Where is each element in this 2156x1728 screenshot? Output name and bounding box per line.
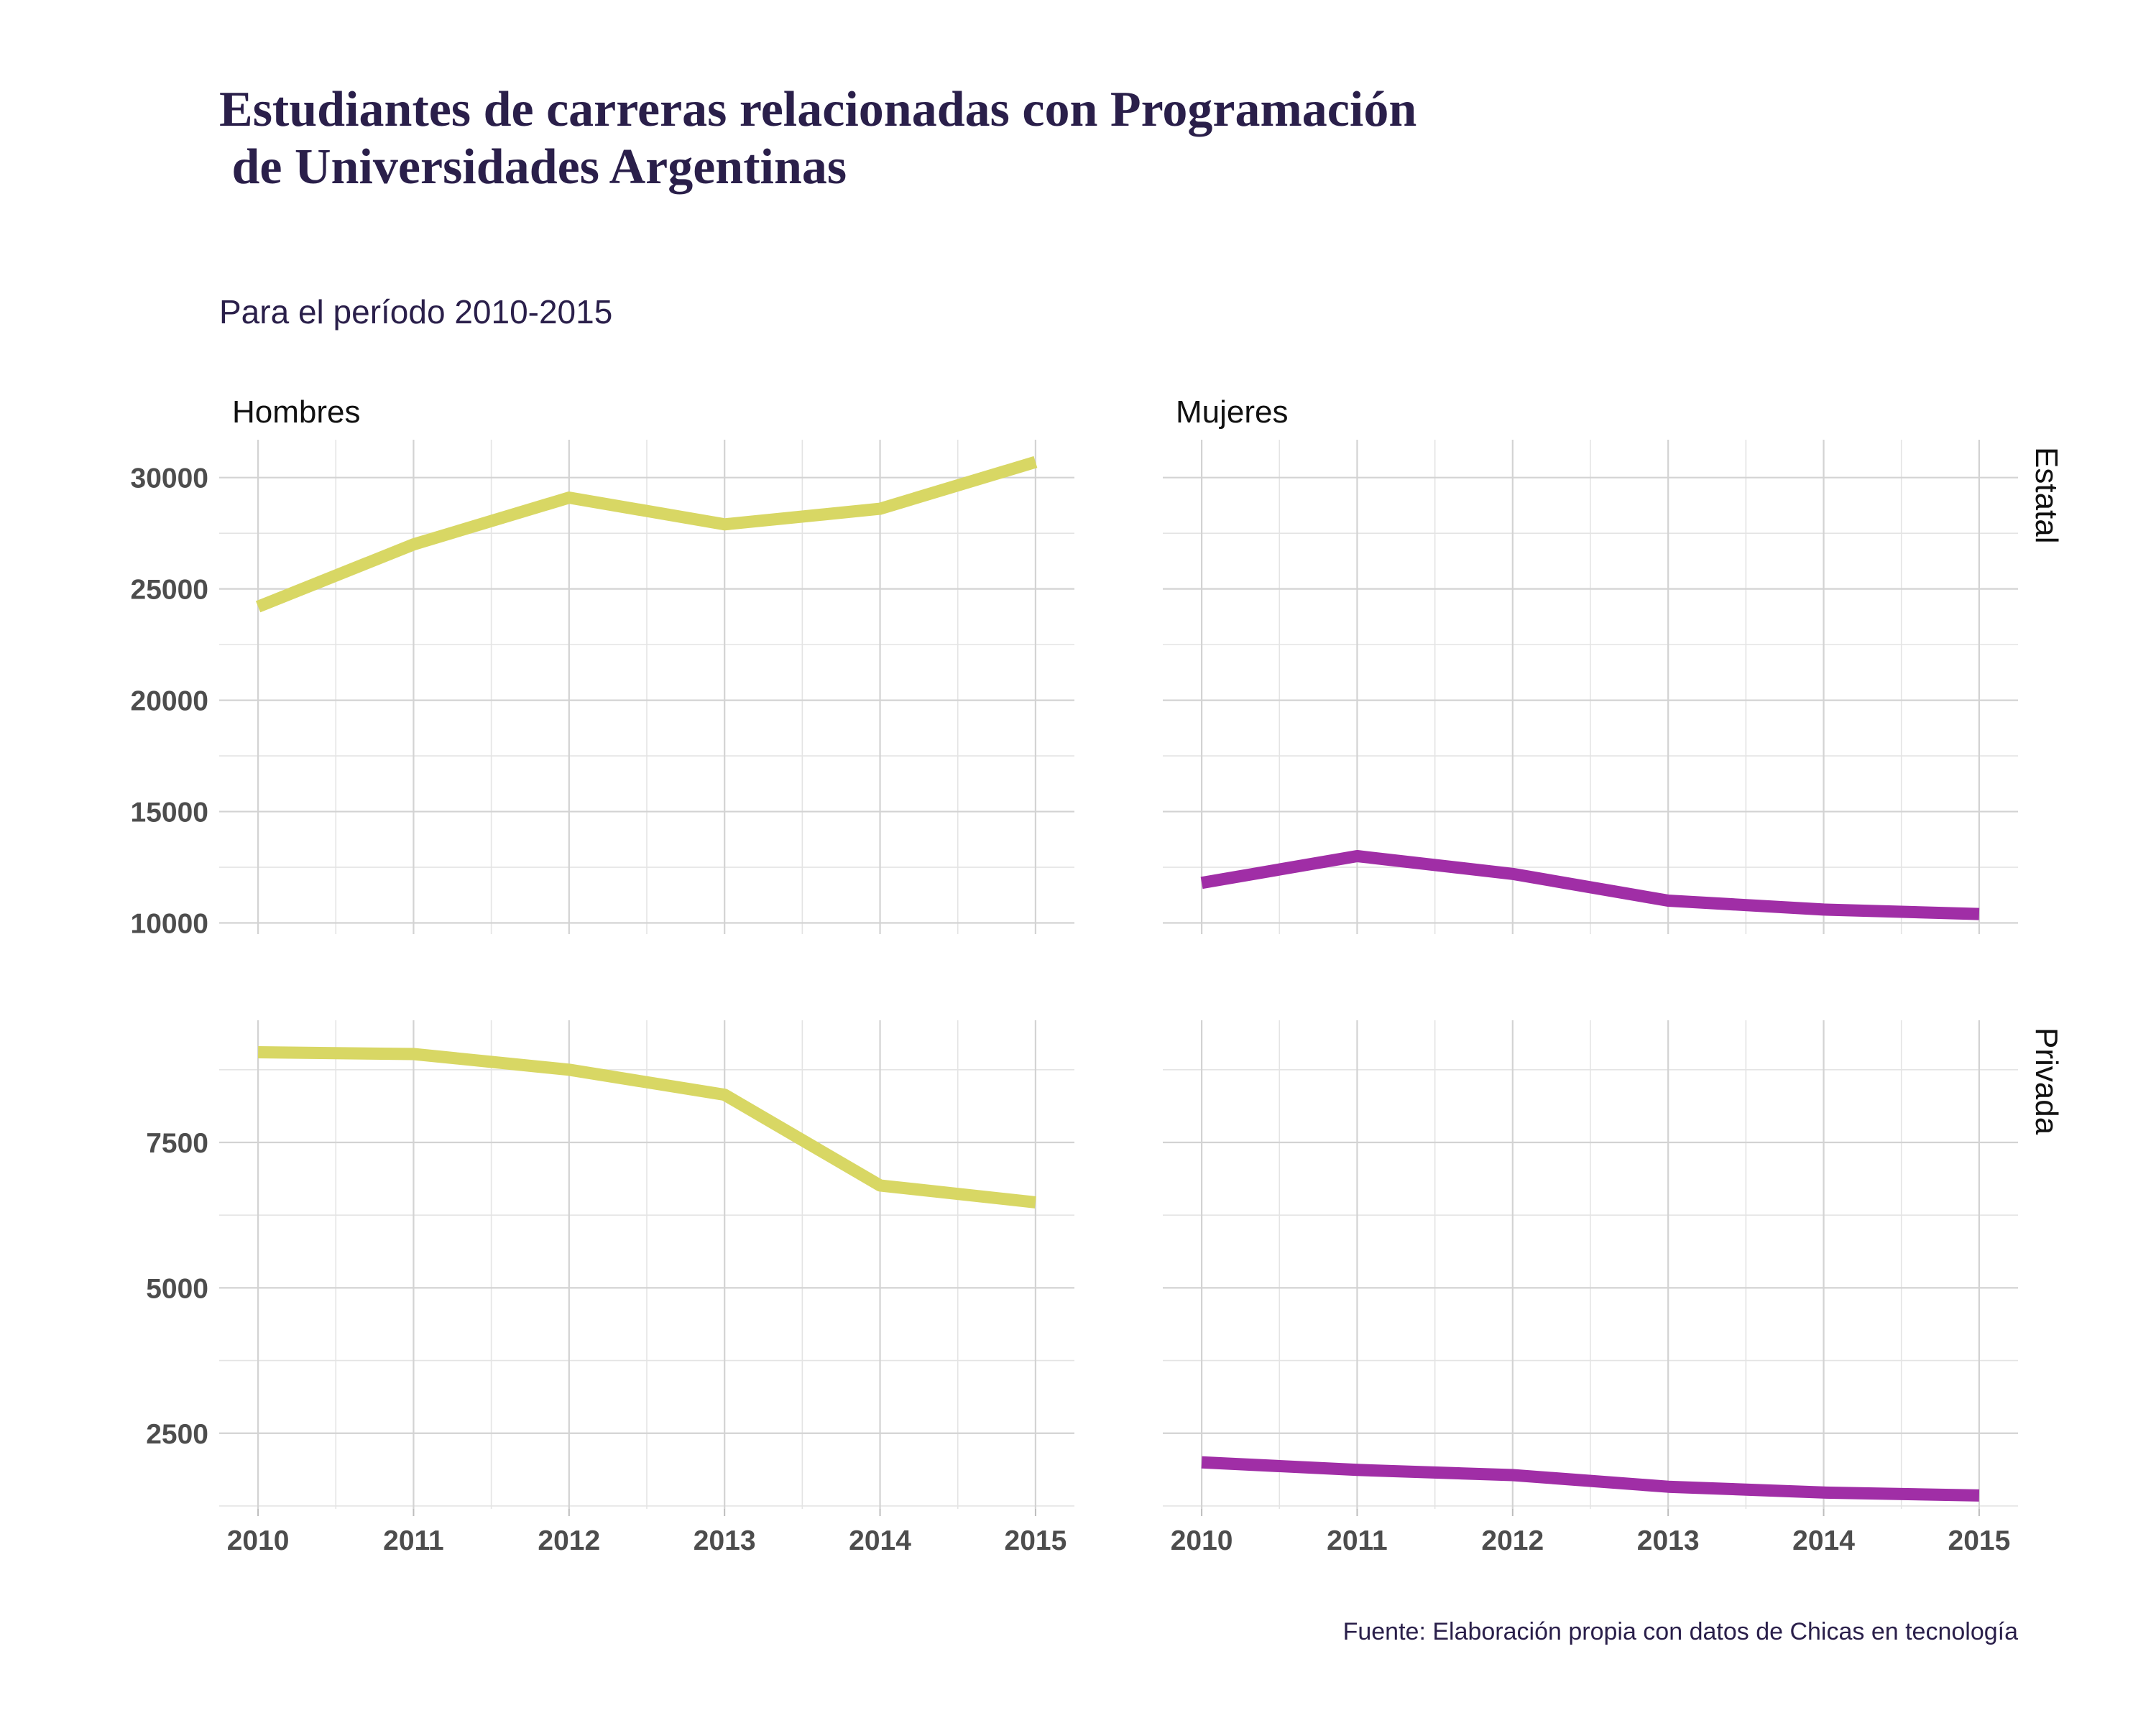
strip-label-mujeres: Mujeres — [1176, 394, 1289, 430]
series-line-mujeres-privada — [1201, 1456, 1980, 1502]
chart-title-line-2: de Universidades Argentinas — [219, 139, 847, 195]
y-tick-label-privada: 2500 — [146, 1419, 208, 1450]
x-tick-label-hombres: 2011 — [383, 1525, 444, 1556]
y-tick-label-privada: 5000 — [146, 1273, 208, 1304]
y-tick-label-estatal: 15000 — [131, 798, 208, 828]
x-tick-label-hombres: 2012 — [538, 1525, 600, 1556]
y-tick-label-estatal: 30000 — [131, 463, 208, 494]
y-tick-label-privada: 7500 — [146, 1128, 208, 1159]
x-tick-label-hombres: 2010 — [227, 1525, 290, 1556]
x-tick-label-mujeres: 2011 — [1327, 1525, 1388, 1556]
x-tick-label-mujeres: 2010 — [1171, 1525, 1233, 1556]
panels-group: 10000 15000 20000 25000 30000 Estatal 2500 5000… — [131, 394, 2064, 1556]
chart-title-line-1: Estudiantes de carreras relacionadas con… — [219, 82, 1416, 137]
x-tick-label-mujeres: 2015 — [1948, 1525, 2011, 1556]
x-tick-label-mujeres: 2014 — [1792, 1525, 1855, 1556]
series-line-hombres-privada — [258, 1046, 1036, 1209]
series-line-mujeres-estatal — [1200, 850, 1980, 920]
strip-label-estatal: Estatal — [2029, 447, 2064, 544]
x-tick-label-mujeres: 2013 — [1637, 1525, 1700, 1556]
x-tick-label-mujeres: 2012 — [1481, 1525, 1544, 1556]
series-line-hombres-estatal — [255, 456, 1038, 613]
chart-subtitle: Para el período 2010-2015 — [219, 293, 612, 331]
y-tick-label-estatal: 20000 — [131, 686, 208, 717]
x-tick-label-hombres: 2015 — [1005, 1525, 1067, 1556]
y-tick-label-estatal: 10000 — [131, 909, 208, 940]
chart-caption: Fuente: Elaboración propia con datos de … — [1343, 1618, 2018, 1645]
x-tick-label-hombres: 2013 — [694, 1525, 756, 1556]
y-tick-label-estatal: 25000 — [131, 575, 208, 606]
strip-label-privada: Privada — [2029, 1027, 2064, 1135]
strip-label-hombres: Hombres — [232, 394, 361, 430]
x-tick-label-hombres: 2014 — [849, 1525, 911, 1556]
